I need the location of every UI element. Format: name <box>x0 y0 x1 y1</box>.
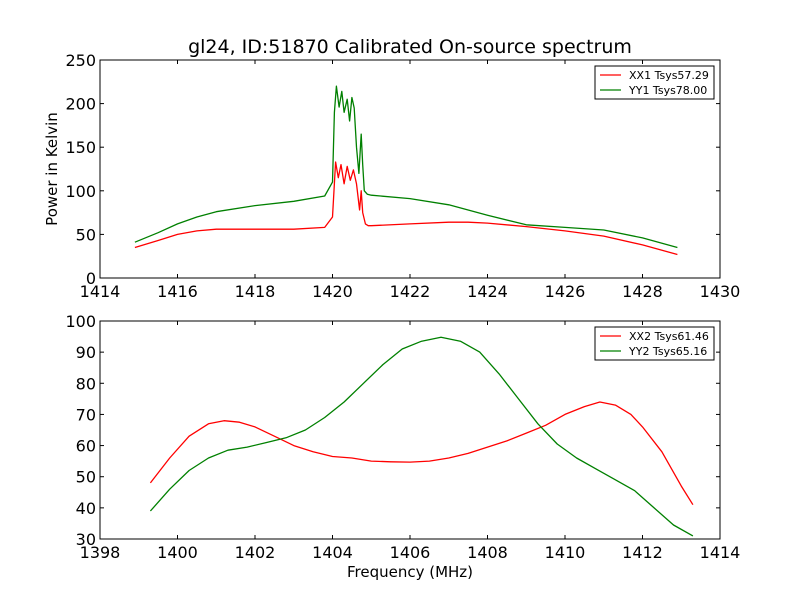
chart-0-x-tick-label: 1422 <box>390 282 431 301</box>
chart-0-x-tick-label: 1416 <box>157 282 198 301</box>
chart-1-y-tick-label: 40 <box>76 499 96 518</box>
top-spectrum-plot: 1414 1416 1418 1420 1422 1424 1426 1428 1430 0 50 1… <box>43 51 740 301</box>
chart-0-x-tick-label: 1426 <box>545 282 586 301</box>
chart-0-legend: XX1 Tsys57.29 YY1 Tsys78.00 <box>594 65 715 100</box>
chart-1-x-tick-label: 1410 <box>545 543 586 562</box>
figure-title: gl24, ID:51870 Calibrated On-source spec… <box>188 36 632 58</box>
chart-0-x-tick-label: 1414 <box>80 282 121 301</box>
chart-1-y-tick-label: 60 <box>76 437 96 456</box>
chart-0-y-tick-label: 150 <box>65 138 96 157</box>
chart-0-legend-label-2: YY1 Tsys78.00 <box>628 84 707 97</box>
chart-0-series-1-line <box>134 161 678 256</box>
chart-1-x-tick-label: 1400 <box>157 543 198 562</box>
chart-0-x-tick-label: 1424 <box>467 282 508 301</box>
chart-1-y-tick-label: 70 <box>76 405 96 424</box>
chart-1-y-tick-label: 50 <box>76 468 96 487</box>
chart-1-x-tick-label: 1398 <box>80 543 121 562</box>
chart-1-legend: XX2 Tsys61.46 YY2 Tsys65.16 <box>594 326 715 361</box>
chart-1-legend-box <box>594 326 715 361</box>
chart-1-x-axis-label: Frequency (MHz) <box>347 563 473 581</box>
chart-0-x-tick-label: 1428 <box>622 282 663 301</box>
chart-0-x-tick-label: 1430 <box>700 282 741 301</box>
chart-1-y-tick-label: 90 <box>76 343 96 362</box>
chart-0-legend-box <box>594 65 715 100</box>
chart-0-x-tick-label: 1420 <box>312 282 353 301</box>
chart-1-legend-label-1: XX2 Tsys61.46 <box>629 330 709 343</box>
chart-1-y-tick-label: 80 <box>76 374 96 393</box>
chart-1-x-tick-label: 1406 <box>390 543 431 562</box>
chart-0-y-tick-label: 50 <box>76 225 96 244</box>
chart-1-series-2-line <box>149 336 694 537</box>
chart-1-x-tick-label: 1412 <box>622 543 663 562</box>
chart-0-y-tick-label: 200 <box>65 95 96 114</box>
chart-1-x-tick-label: 1404 <box>312 543 353 562</box>
chart-0-legend-label-1: XX1 Tsys57.29 <box>629 69 709 82</box>
chart-0-y-tick-label: 250 <box>65 51 96 70</box>
bottom-spectrum-plot: 1398 1400 1402 1404 1406 1408 1410 1412 1414 30 40… <box>65 312 740 581</box>
chart-0-y-tick-label: 100 <box>65 182 96 201</box>
chart-1-series-1-line <box>149 401 694 506</box>
chart-1-y-tick-label: 100 <box>65 312 96 331</box>
chart-1-x-tick-label: 1414 <box>700 543 741 562</box>
chart-1-y-tick-label: 30 <box>76 530 96 549</box>
chart-0-x-tick-label: 1418 <box>235 282 276 301</box>
chart-0-y-tick-label: 0 <box>86 269 96 288</box>
chart-1-x-tick-label: 1408 <box>467 543 508 562</box>
chart-0-series-2-line <box>134 85 678 249</box>
chart-1-legend-label-2: YY2 Tsys65.16 <box>628 345 707 358</box>
chart-1-x-tick-label: 1402 <box>235 543 276 562</box>
chart-0-y-axis-label: Power in Kelvin <box>43 112 61 226</box>
